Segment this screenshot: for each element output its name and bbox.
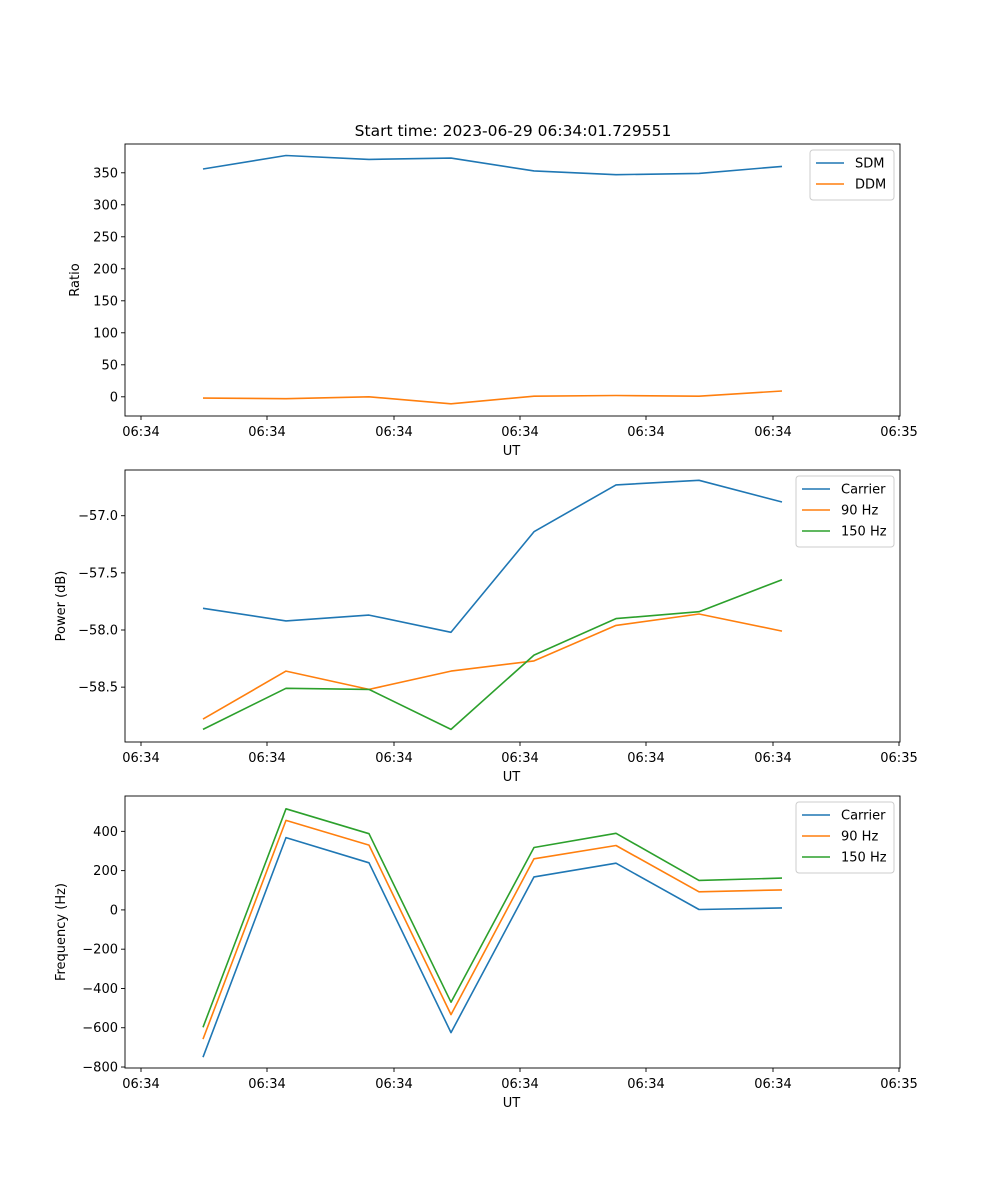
y-tick-label: −600	[82, 1021, 118, 1036]
legend-label: DDM	[855, 178, 886, 193]
series-line-2-3	[202, 578, 783, 731]
x-tick-label: 06:34	[248, 751, 285, 766]
x-tick-label: 06:34	[754, 751, 791, 766]
y-tick-label: −800	[82, 1061, 118, 1076]
subplot-3: 06:34 06:34 06:34 06:34 06:34 06:34 06:35 −800 −…	[54, 795, 918, 1111]
x-tick-label: 06:34	[627, 425, 664, 440]
x-tick-label: 06:34	[754, 1077, 791, 1092]
axes-frame	[124, 795, 901, 1069]
y-axis-label: Frequency (Hz)	[54, 883, 69, 981]
x-tick-label: 06:34	[754, 425, 791, 440]
series-line-2-1	[202, 479, 783, 634]
figure-title: Start time: 2023-06-29 06:34:01.729551	[355, 122, 672, 140]
y-tick-label: −400	[82, 982, 118, 997]
y-tick-label: 250	[93, 230, 118, 245]
legend-box	[795, 475, 895, 548]
x-tick-label: 06:34	[627, 751, 664, 766]
x-tick-label: 06:34	[501, 1077, 538, 1092]
y-tick-label: 50	[101, 358, 118, 373]
x-tick-label: 06:34	[375, 751, 412, 766]
subplot-2: 06:34 06:34 06:34 06:34 06:34 06:34 06:35 −58.5…	[54, 469, 918, 785]
x-axis-label: UT	[503, 770, 521, 785]
x-axis-label: UT	[503, 1096, 521, 1111]
legend-label: 150 Hz	[841, 851, 887, 866]
series-line-3-2	[202, 819, 783, 1040]
x-tick-label: 06:34	[122, 1077, 159, 1092]
y-tick-label: −57.0	[78, 509, 118, 524]
series-line-2-2	[202, 613, 783, 720]
legend-label: SDM	[855, 157, 884, 172]
legend-label: 90 Hz	[841, 830, 878, 845]
x-tick-label: 06:34	[248, 1077, 285, 1092]
y-tick-label: 300	[93, 198, 118, 213]
legend: SDM DDM	[809, 149, 895, 201]
series-line-3-1	[202, 836, 783, 1058]
y-tick-label: 350	[93, 166, 118, 181]
series-line-1-1	[202, 154, 783, 176]
y-tick-label: −58.5	[78, 681, 118, 696]
legend-box	[795, 801, 895, 874]
axes-frame	[124, 143, 901, 417]
legend-label: Carrier	[841, 809, 886, 824]
y-tick-label: 100	[93, 326, 118, 341]
legend-label: Carrier	[841, 483, 886, 498]
y-tick-label: 200	[93, 864, 118, 879]
y-tick-label: 200	[93, 262, 118, 277]
axes-frame	[124, 469, 901, 743]
y-tick-label: 0	[110, 390, 118, 405]
y-tick-label: −58.0	[78, 624, 118, 639]
y-tick-label: 0	[110, 903, 118, 918]
x-axis-label: UT	[503, 444, 521, 459]
x-tick-label: 06:34	[627, 1077, 664, 1092]
y-axis-label: Power (dB)	[54, 571, 69, 642]
x-tick-label: 06:34	[248, 425, 285, 440]
x-tick-label: 06:34	[501, 751, 538, 766]
x-tick-label: 06:35	[880, 1077, 917, 1092]
subplot-1: 06:34 06:34 06:34 06:34 06:34 06:34 06:35 0 50 10…	[68, 143, 918, 459]
y-tick-label: 400	[93, 825, 118, 840]
series-line-3-3	[202, 807, 783, 1028]
legend-label: 150 Hz	[841, 525, 887, 540]
y-tick-label: −200	[82, 943, 118, 958]
x-tick-label: 06:35	[880, 751, 917, 766]
y-tick-label: 150	[93, 294, 118, 309]
y-axis-label: Ratio	[68, 263, 83, 296]
legend: Carrier 90 Hz 150 Hz	[795, 475, 895, 548]
x-tick-label: 06:34	[122, 425, 159, 440]
x-tick-label: 06:34	[375, 1077, 412, 1092]
legend-label: 90 Hz	[841, 504, 878, 519]
legend: Carrier 90 Hz 150 Hz	[795, 801, 895, 874]
x-tick-label: 06:34	[501, 425, 538, 440]
subplots: 06:34 06:34 06:34 06:34 06:34 06:34 06:35 0 50 10…	[54, 143, 918, 1111]
x-tick-label: 06:34	[375, 425, 412, 440]
x-tick-label: 06:35	[880, 425, 917, 440]
x-tick-label: 06:34	[122, 751, 159, 766]
y-tick-label: −57.5	[78, 566, 118, 581]
series-line-1-2	[202, 390, 783, 405]
